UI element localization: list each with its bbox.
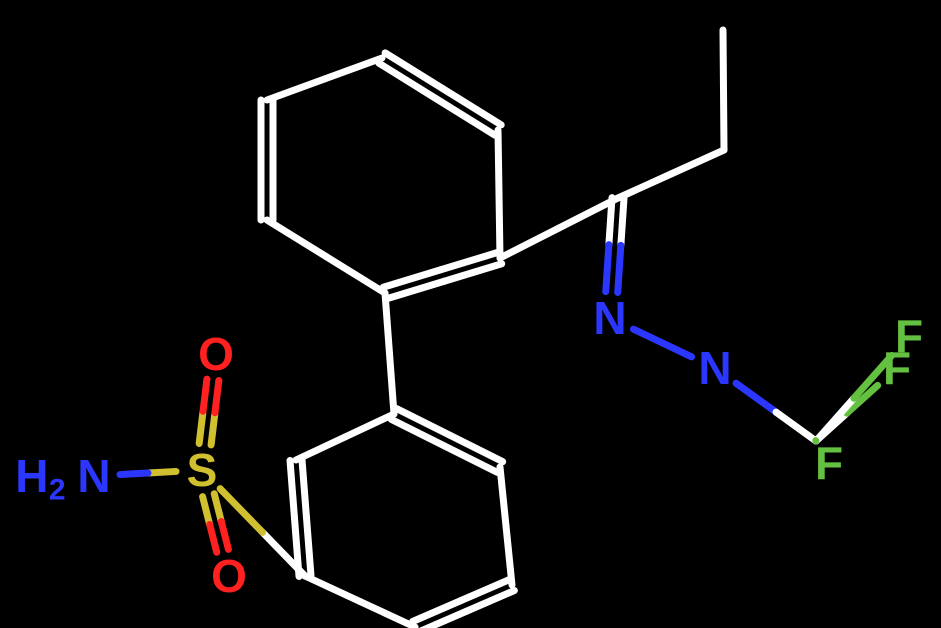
atom-S1: S [187, 444, 218, 496]
svg-text:F: F [895, 310, 923, 362]
svg-text:N: N [698, 342, 731, 394]
atom-O1: O [198, 328, 234, 380]
molecule-diagram: NNFFFSOONH2 [0, 0, 941, 628]
svg-text:O: O [198, 328, 234, 380]
svg-text:2: 2 [49, 473, 66, 506]
atom-N2: N [698, 342, 731, 394]
svg-text:F: F [815, 437, 843, 489]
svg-text:S: S [187, 444, 218, 496]
svg-text:O: O [211, 550, 247, 602]
atom-N1: N [593, 292, 626, 344]
atom-F3: F [815, 437, 843, 489]
atom-O2: O [211, 550, 247, 602]
atom-N3: NH2 [15, 450, 110, 506]
atom-F2: F [895, 310, 923, 362]
svg-text:H: H [15, 450, 48, 502]
svg-text:N: N [77, 450, 110, 502]
svg-text:N: N [593, 292, 626, 344]
